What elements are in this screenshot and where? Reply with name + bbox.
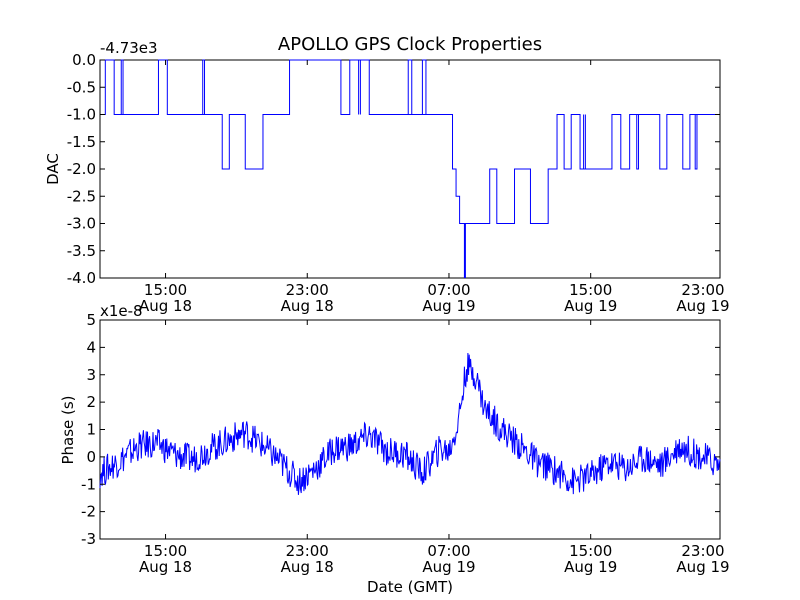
x-tick-date: Aug 18	[139, 297, 192, 315]
y-tick-label: -1.5	[67, 133, 96, 151]
x-tick-date: Aug 19	[564, 558, 617, 576]
x-tick-date: Aug 18	[281, 558, 334, 576]
x-tick-time: 15:00	[569, 281, 612, 299]
phase-y-ticks: 5 4 3 2 1 0 -1 -2 -3	[81, 311, 720, 548]
phase-data	[99, 352, 721, 495]
x-tick-time: 23:00	[681, 542, 724, 560]
x-tick-time: 07:00	[427, 281, 470, 299]
y-tick-label: -3.0	[67, 215, 96, 233]
phase-series-line	[99, 352, 721, 495]
dac-plot-frame	[99, 59, 721, 279]
y-tick-label: -0.5	[67, 78, 96, 96]
x-tick-time: 23:00	[286, 542, 329, 560]
x-tick-date: Aug 19	[564, 297, 617, 315]
y-tick-label: 1	[86, 421, 96, 439]
x-tick-date: Aug 19	[422, 558, 475, 576]
x-tick-time: 23:00	[286, 281, 329, 299]
dac-panel: 0.0 -0.5 -1.0 -1.5 -2.0 -2.5 -3.0 -3.5 -4.0 15:0…	[44, 39, 730, 315]
y-tick-label: -1	[81, 475, 96, 493]
x-tick-date: Aug 19	[676, 558, 729, 576]
y-tick-label: -1.0	[67, 106, 96, 124]
y-tick-label: -3	[81, 530, 96, 548]
x-tick-time: 15:00	[569, 542, 612, 560]
y-tick-label: 2	[86, 393, 96, 411]
y-tick-label: 0.0	[72, 51, 96, 69]
x-tick-time: 15:00	[144, 542, 187, 560]
y-tick-label: 5	[86, 311, 96, 329]
y-tick-label: 3	[86, 366, 96, 384]
dac-offset-label: -4.73e3	[100, 39, 158, 57]
x-tick-time: 15:00	[144, 281, 187, 299]
x-tick-date: Aug 18	[139, 558, 192, 576]
x-tick-time: 23:00	[681, 281, 724, 299]
dac-y-ticks: 0.0 -0.5 -1.0 -1.5 -2.0 -2.5 -3.0 -3.5 -4.0	[67, 51, 720, 287]
x-tick-date: Aug 19	[422, 297, 475, 315]
phase-plot-frame	[99, 319, 721, 540]
dac-y-axis-label: DAC	[44, 153, 62, 185]
x-axis-label: Date (GMT)	[367, 578, 453, 596]
x-tick-date: Aug 18	[281, 297, 334, 315]
x-tick-time: 07:00	[427, 542, 470, 560]
y-tick-label: 4	[86, 338, 96, 356]
y-tick-label: -2.0	[67, 160, 96, 178]
chart-title: APOLLO GPS Clock Properties	[278, 34, 542, 55]
y-tick-label: -3.5	[67, 242, 96, 260]
dac-data	[100, 59, 720, 278]
phase-y-axis-label: Phase (s)	[59, 395, 77, 464]
y-tick-label: -2	[81, 503, 96, 521]
dac-series-line	[100, 59, 720, 224]
y-tick-label: -4.0	[67, 269, 96, 287]
y-tick-label: 0	[86, 448, 96, 466]
phase-offset-label: x1e-8	[100, 302, 143, 320]
y-tick-label: -2.5	[67, 187, 96, 205]
x-tick-date: Aug 19	[676, 297, 729, 315]
